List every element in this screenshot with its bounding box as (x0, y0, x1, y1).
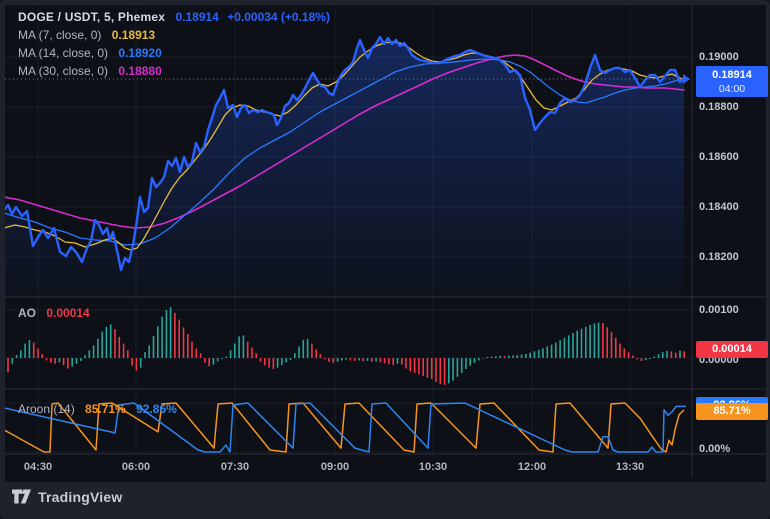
ao-tick-0: 0.00100 (699, 304, 739, 316)
bar-countdown: 04:00 (718, 83, 746, 95)
current-price-badge-value: 0.18914 (712, 69, 752, 81)
time-tick-07:30: 07:30 (220, 461, 250, 473)
aroon-up-badge: 85.71% (696, 403, 768, 420)
tradingview-brand-link[interactable]: TradingView (12, 488, 122, 505)
ao-value: 0.00014 (46, 306, 90, 320)
time-tick-09:00: 09:00 (320, 461, 350, 473)
ma7-label[interactable]: MA (7, close, 0) (18, 28, 102, 42)
ma30-value: 0.18880 (118, 64, 162, 78)
tradingview-logo-icon (12, 489, 31, 504)
aroon-down-value: 92.86% (136, 402, 177, 416)
ma7-value: 0.18913 (111, 28, 156, 42)
ma30-label[interactable]: MA (30, close, 0) (18, 64, 109, 78)
indicator-row-ma14[interactable]: MA (14, close, 0) 0.18920 (18, 44, 330, 62)
price-tick-1: 0.18800 (699, 101, 739, 113)
current-price-badge: 0.18914 04:00 (696, 66, 768, 97)
footer-bar: TradingView (0, 482, 770, 519)
price-change: +0.00034 (+0.18%) (227, 10, 330, 24)
ma14-value: 0.18920 (118, 46, 162, 60)
tradingview-brand-text: TradingView (38, 488, 123, 505)
indicator-row-ma7[interactable]: MA (7, close, 0) 0.18913 (18, 26, 330, 44)
symbol-name[interactable]: DOGE / USDT, 5, Phemex (18, 10, 166, 24)
price-tick-0: 0.19000 (699, 51, 739, 63)
aroon-tick-0: 0.00% (699, 443, 731, 455)
ma14-label[interactable]: MA (14, close, 0) (18, 46, 109, 60)
price-tick-3: 0.18400 (699, 201, 739, 213)
price-tick-2: 0.18600 (699, 151, 739, 163)
symbol-title-row[interactable]: DOGE / USDT, 5, Phemex 0.18914 +0.00034 … (18, 8, 330, 26)
time-tick-10:30: 10:30 (418, 461, 448, 473)
aroon-label[interactable]: Aroon (14) (18, 402, 75, 416)
time-tick-13:30: 13:30 (615, 461, 645, 473)
aroon-up-value: 85.71% (85, 402, 126, 416)
aroon-legend[interactable]: Aroon (14) 85.71% 92.86% (18, 402, 177, 416)
indicator-row-ma30[interactable]: MA (30, close, 0) 0.18880 (18, 62, 330, 80)
ao-legend[interactable]: AO 0.00014 (18, 306, 90, 320)
last-price: 0.18914 (175, 10, 219, 24)
chart-canvas[interactable] (5, 5, 766, 482)
time-tick-06:00: 06:00 (121, 461, 151, 473)
ao-value-badge: 0.00014 (696, 341, 768, 358)
symbol-legend: DOGE / USDT, 5, Phemex 0.18914 +0.00034 … (18, 8, 330, 80)
chart-surface[interactable]: DOGE / USDT, 5, Phemex 0.18914 +0.00034 … (5, 5, 768, 482)
time-tick-12:00: 12:00 (517, 461, 547, 473)
time-tick-04:30: 04:30 (23, 461, 53, 473)
price-tick-4: 0.18200 (699, 251, 739, 263)
ao-label[interactable]: AO (18, 306, 36, 320)
